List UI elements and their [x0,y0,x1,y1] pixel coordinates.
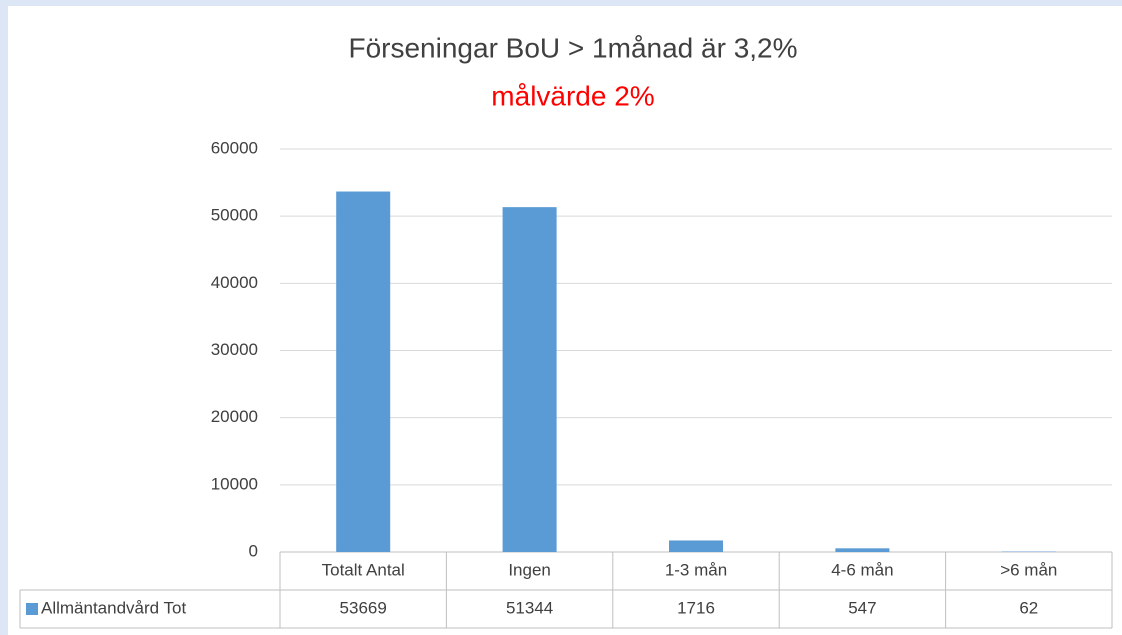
table-value: 62 [1019,598,1038,617]
table-value: 1716 [677,598,715,617]
table-value: 51344 [506,598,553,617]
legend-label: Allmäntandvård Tot [41,598,186,617]
y-tick-label: 20000 [211,407,258,426]
x-tick-label: >6 mån [1000,560,1057,579]
y-tick-label: 10000 [211,474,258,493]
bar [336,191,391,552]
bar [835,548,890,552]
bar [502,207,557,552]
bar [669,540,723,552]
legend-key [26,603,38,615]
y-tick-label: 40000 [211,273,258,292]
x-tick-label: Totalt Antal [322,560,405,579]
y-tick-label: 60000 [211,138,258,157]
y-tick-label: 0 [249,541,258,560]
x-tick-label: 1-3 mån [665,560,727,579]
y-tick-label: 30000 [211,340,258,359]
chart-subtitle: målvärde 2% [491,80,654,111]
chart-title: Förseningar BoU > 1månad är 3,2% [348,32,797,63]
x-tick-label: Ingen [508,560,551,579]
chart-area [8,6,1122,635]
table-value: 53669 [340,598,387,617]
x-tick-label: 4-6 mån [831,560,893,579]
table-value: 547 [848,598,876,617]
y-tick-label: 50000 [211,206,258,225]
